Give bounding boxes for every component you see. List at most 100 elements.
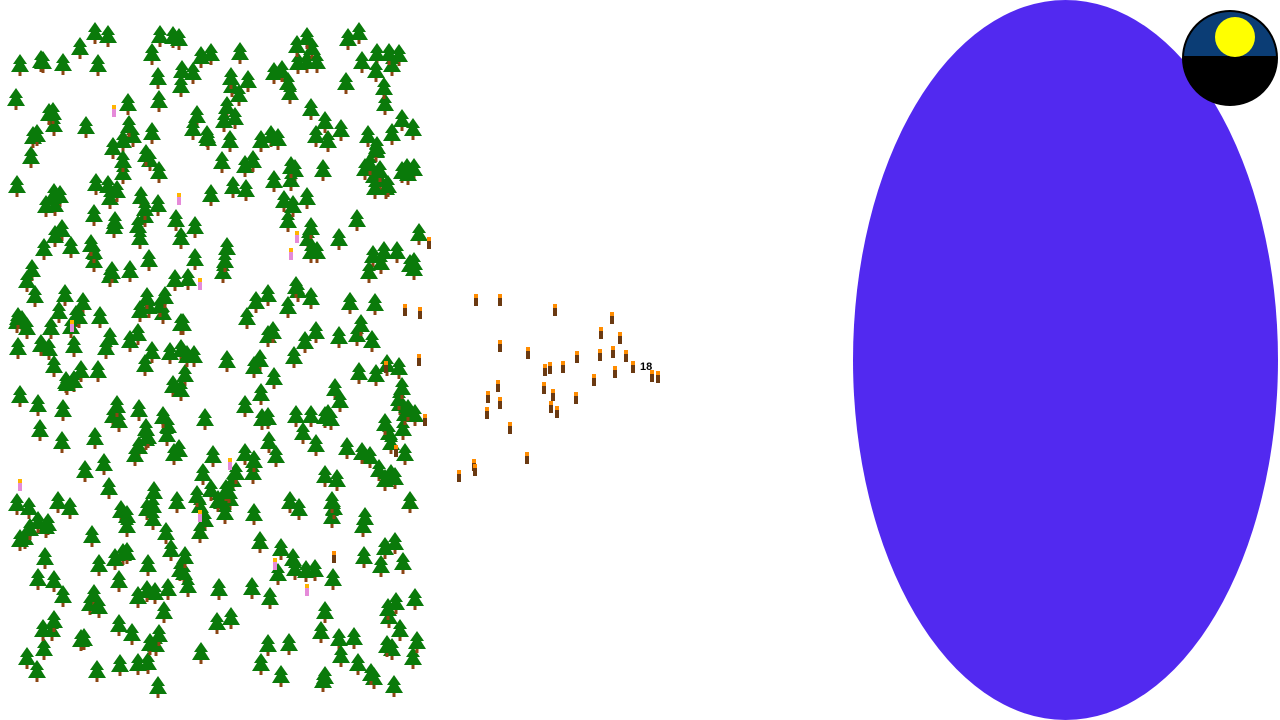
pine-tree-icon: [150, 90, 168, 112]
pine-tree-icon: [380, 43, 398, 65]
worker-unit-icon[interactable]: [599, 327, 603, 339]
pine-tree-icon: [226, 107, 244, 129]
villager-icon[interactable]: [177, 193, 181, 205]
pine-tree-icon: [372, 555, 390, 577]
worker-unit-icon[interactable]: [403, 304, 407, 316]
villager-icon[interactable]: [198, 510, 202, 522]
villager-icon[interactable]: [112, 105, 116, 117]
pine-tree-icon: [378, 635, 396, 657]
pine-tree-icon: [399, 399, 417, 421]
pine-tree-icon: [77, 116, 95, 138]
worker-unit-icon[interactable]: [418, 307, 422, 319]
pine-tree-icon: [252, 130, 270, 152]
worker-unit-icon[interactable]: [384, 361, 388, 373]
worker-unit-icon[interactable]: [457, 470, 461, 482]
pine-tree-icon: [383, 54, 401, 76]
pine-tree-icon: [350, 362, 368, 384]
pine-tree-icon: [110, 410, 128, 432]
pine-tree-icon: [123, 623, 141, 645]
pine-tree-icon: [150, 624, 168, 646]
pine-tree-icon: [18, 270, 36, 292]
pine-tree-icon: [324, 568, 342, 590]
pine-tree-icon: [221, 130, 239, 152]
villager-icon[interactable]: [228, 458, 232, 470]
worker-unit-icon[interactable]: [548, 362, 552, 374]
worker-unit-icon[interactable]: [613, 366, 617, 378]
pine-tree-icon: [136, 198, 154, 220]
villager-icon[interactable]: [198, 278, 202, 290]
worker-unit-icon[interactable]: [575, 351, 579, 363]
pine-tree-icon: [104, 137, 122, 159]
pine-tree-icon: [366, 293, 384, 315]
pine-tree-icon: [202, 479, 220, 501]
worker-unit-icon[interactable]: [486, 391, 490, 403]
villager-icon[interactable]: [289, 248, 293, 260]
worker-unit-icon[interactable]: [498, 340, 502, 352]
villager-icon[interactable]: [70, 320, 74, 332]
worker-unit-icon[interactable]: [555, 406, 559, 418]
pine-tree-icon: [58, 373, 76, 395]
pine-tree-icon: [302, 98, 320, 120]
worker-unit-icon[interactable]: [624, 350, 628, 362]
pine-tree-icon: [224, 176, 242, 198]
pine-tree-icon: [287, 276, 305, 298]
dial-ground: [1184, 56, 1276, 104]
worker-unit-icon[interactable]: [526, 347, 530, 359]
pine-tree-icon: [290, 498, 308, 520]
pine-tree-icon: [366, 177, 384, 199]
worker-unit-icon[interactable]: [611, 346, 615, 358]
worker-unit-icon[interactable]: [598, 349, 602, 361]
villager-icon[interactable]: [273, 558, 277, 570]
worker-unit-icon[interactable]: [485, 407, 489, 419]
pine-tree-icon: [89, 360, 107, 382]
worker-unit-icon[interactable]: [417, 354, 421, 366]
worker-unit-icon[interactable]: [542, 382, 546, 394]
worker-unit-icon[interactable]: [553, 304, 557, 316]
pine-tree-icon: [298, 27, 316, 49]
pine-tree-icon: [236, 155, 254, 177]
worker-unit-icon[interactable]: [508, 422, 512, 434]
pine-tree-icon: [179, 268, 197, 290]
pine-tree-icon: [85, 204, 103, 226]
pine-tree-icon: [360, 261, 378, 283]
pine-tree-icon: [379, 598, 397, 620]
pine-tree-icon: [264, 321, 282, 343]
pine-tree-icon: [176, 546, 194, 568]
villager-icon[interactable]: [305, 584, 309, 596]
villager-icon[interactable]: [18, 479, 22, 491]
pine-tree-icon: [45, 570, 63, 592]
pine-tree-icon: [167, 209, 185, 231]
pine-tree-icon: [83, 525, 101, 547]
worker-unit-icon[interactable]: [631, 361, 635, 373]
worker-unit-icon[interactable]: [525, 452, 529, 464]
worker-unit-icon[interactable]: [498, 397, 502, 409]
pine-tree-icon: [252, 383, 270, 405]
worker-unit-icon[interactable]: [650, 370, 654, 382]
worker-unit-icon[interactable]: [394, 445, 398, 457]
pine-tree-icon: [29, 511, 47, 533]
worker-unit-icon[interactable]: [332, 551, 336, 563]
lake[interactable]: [853, 0, 1278, 720]
worker-unit-icon[interactable]: [498, 294, 502, 306]
worker-unit-icon[interactable]: [574, 392, 578, 404]
pine-tree-icon: [26, 285, 44, 307]
worker-unit-icon[interactable]: [549, 401, 553, 413]
villager-icon[interactable]: [295, 231, 299, 243]
worker-unit-icon[interactable]: [543, 364, 547, 376]
worker-unit-icon[interactable]: [474, 294, 478, 306]
worker-unit-icon[interactable]: [427, 237, 431, 249]
pine-tree-icon: [124, 125, 142, 147]
worker-unit-icon[interactable]: [656, 371, 660, 383]
pine-tree-icon: [136, 354, 154, 376]
pine-tree-icon: [194, 463, 212, 485]
worker-unit-icon[interactable]: [423, 414, 427, 426]
worker-unit-icon[interactable]: [496, 380, 500, 392]
pine-tree-icon: [174, 313, 192, 335]
worker-unit-icon[interactable]: [551, 389, 555, 401]
worker-unit-icon[interactable]: [561, 361, 565, 373]
worker-unit-icon[interactable]: [592, 374, 596, 386]
worker-unit-icon[interactable]: [610, 312, 614, 324]
worker-unit-icon[interactable]: [473, 464, 477, 476]
worker-unit-icon[interactable]: [618, 332, 622, 344]
